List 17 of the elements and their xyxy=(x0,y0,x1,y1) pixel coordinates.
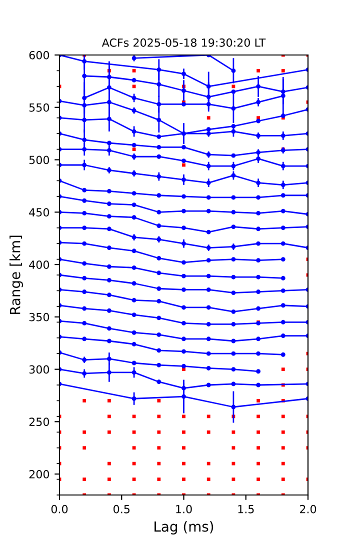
y-tick-label: 600 xyxy=(29,50,50,60)
y-tick-label: 400 xyxy=(29,260,50,269)
y-tick-label: 350 xyxy=(29,312,50,322)
y-tick-label: 450 xyxy=(29,208,50,217)
y-tick-label: 250 xyxy=(29,418,50,426)
y-tick-label: 500 xyxy=(29,156,50,164)
x-tick-label: 0.5 xyxy=(114,504,130,514)
y-tick-label: 200 xyxy=(29,470,50,478)
y-tick-label: 550 xyxy=(29,103,50,112)
x-tick-label: 2.0 xyxy=(300,504,316,514)
chart-title: ACFs 2025-05-18 19:30:20 LT xyxy=(102,38,266,47)
y-tick-label: 300 xyxy=(29,365,50,374)
x-tick-label: 1.0 xyxy=(176,504,192,514)
x-tick-label: 0.0 xyxy=(51,504,68,514)
y-axis-title: Range [km] xyxy=(10,236,24,314)
x-tick-label: 1.5 xyxy=(238,505,254,514)
x-axis-title: Lag (ms) xyxy=(154,521,214,534)
